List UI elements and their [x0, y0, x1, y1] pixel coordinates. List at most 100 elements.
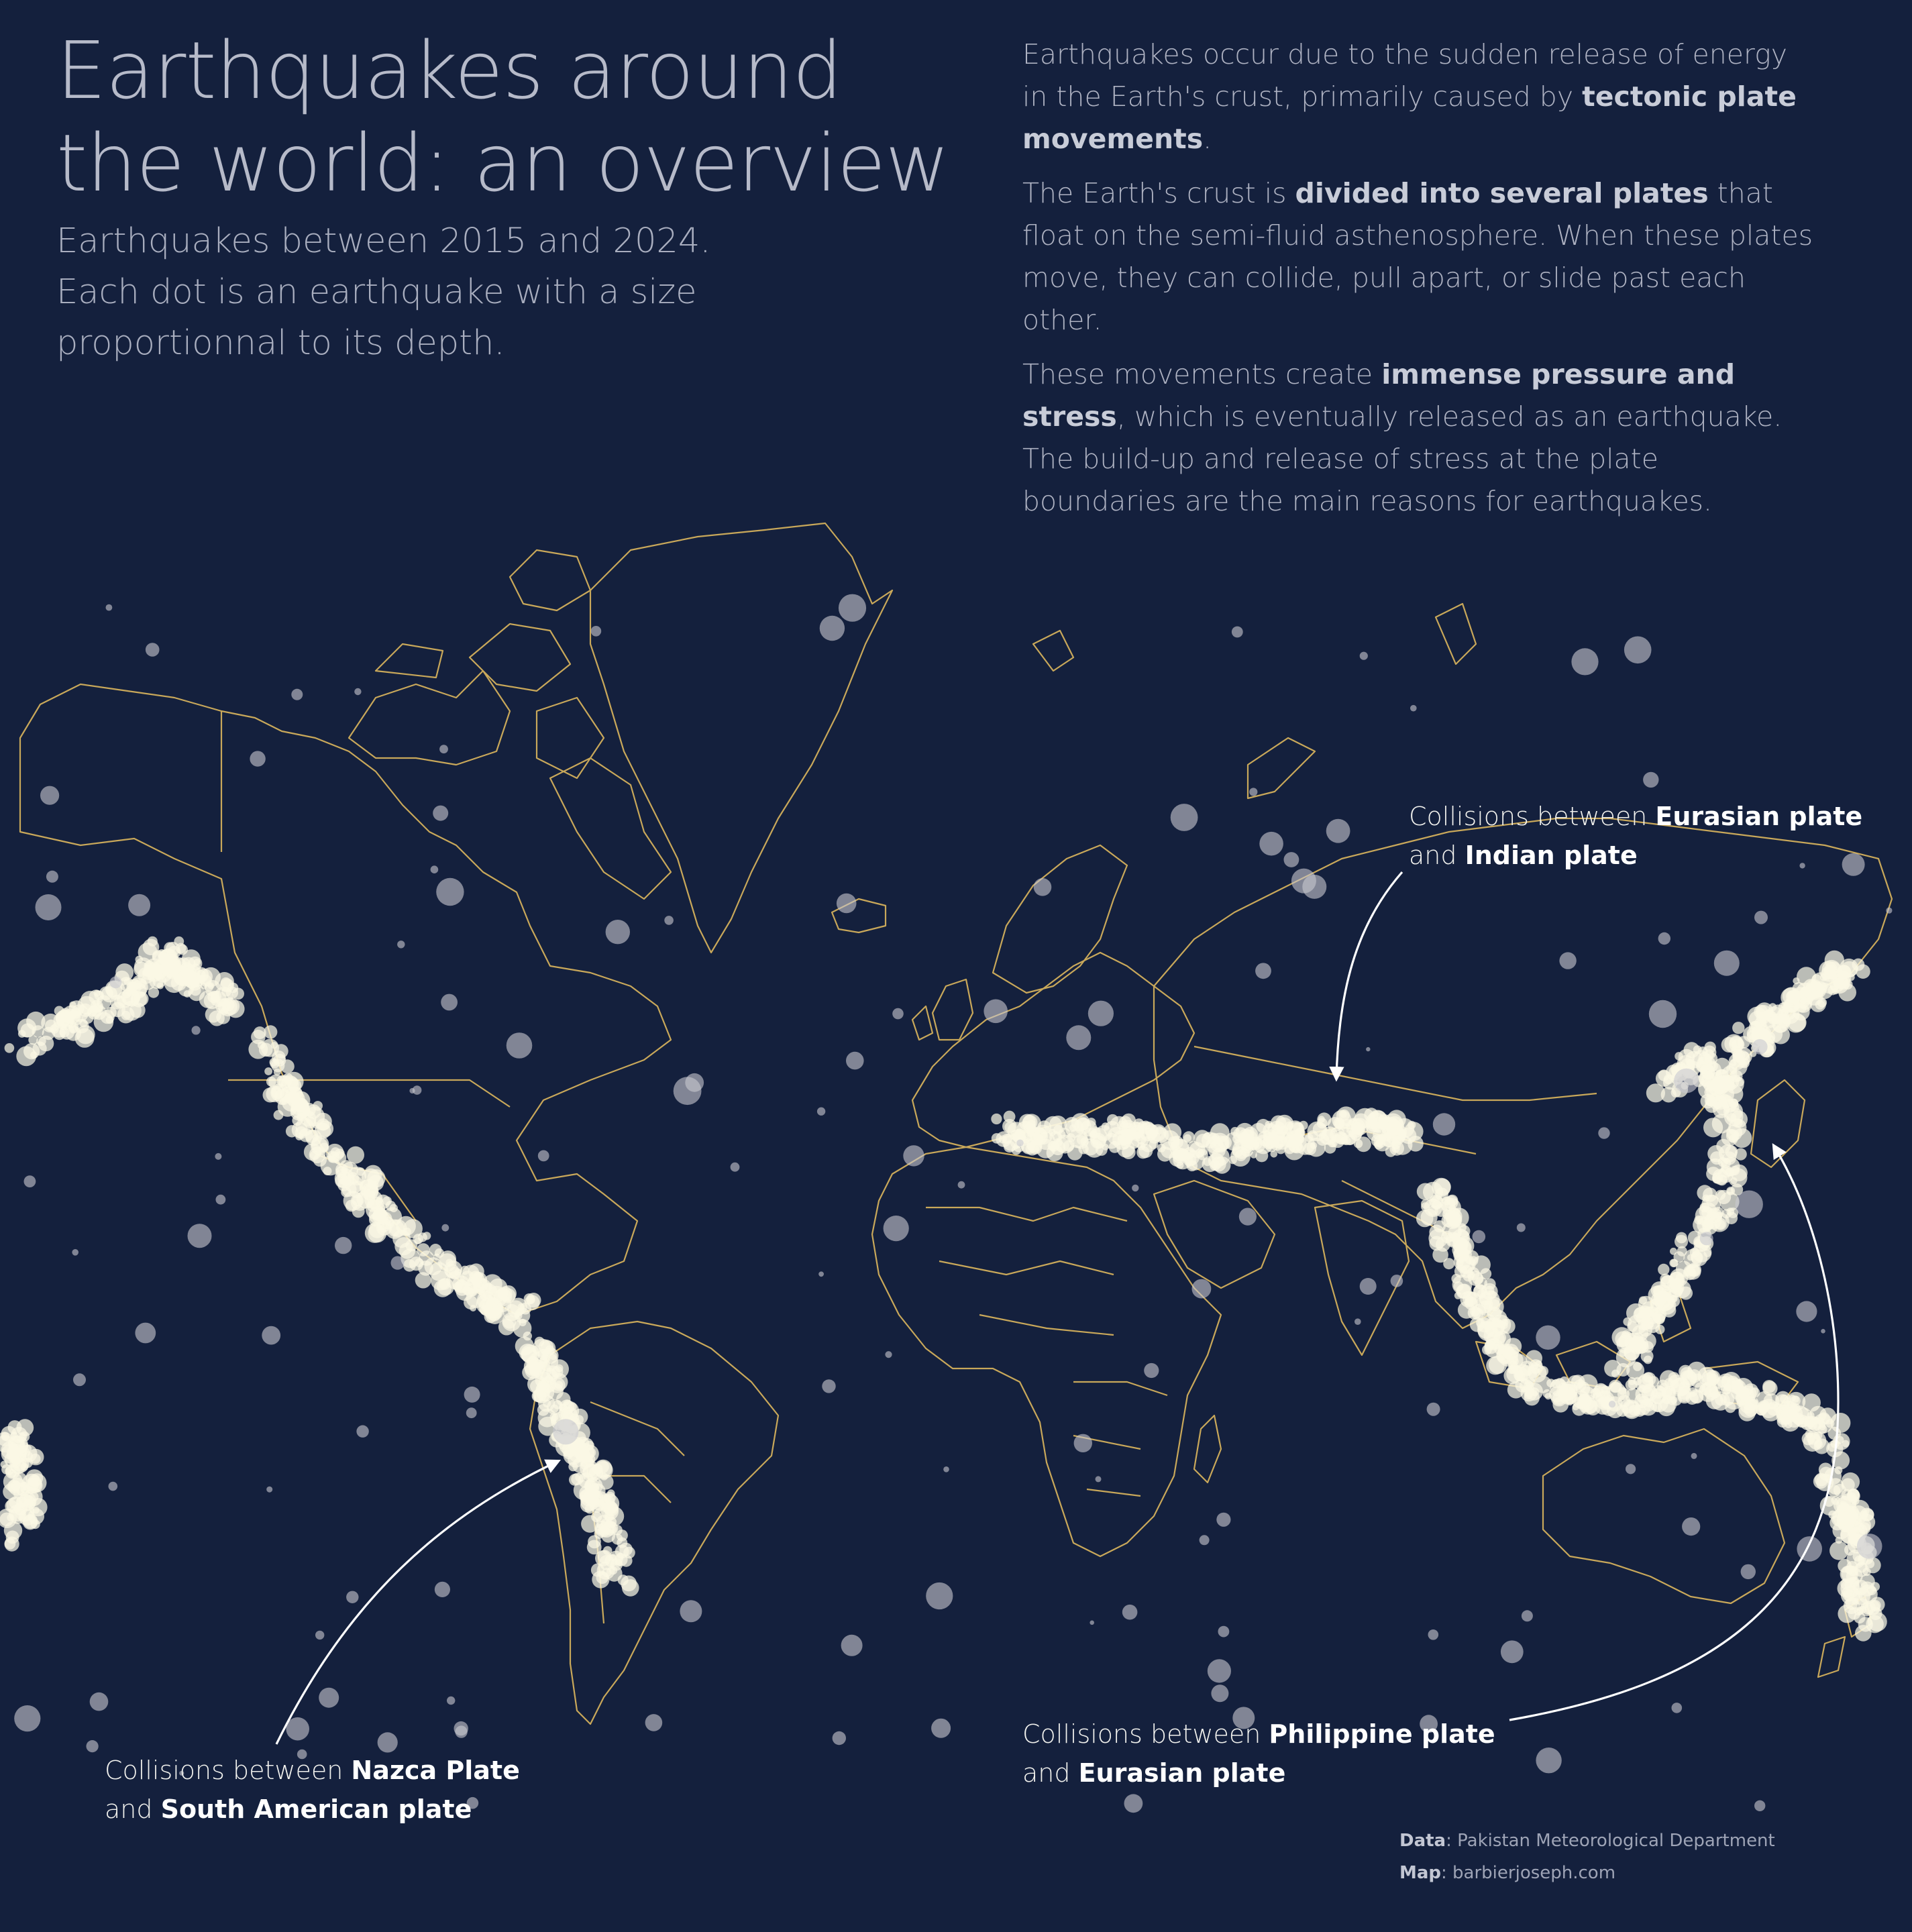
earthquake-dot: [607, 1513, 615, 1521]
earthquake-dot: [1443, 1258, 1455, 1270]
deep-earthquake-dot: [46, 870, 58, 883]
deep-earthquake-dot: [1232, 1707, 1255, 1729]
deep-earthquake-dot: [846, 1051, 864, 1070]
deep-earthquake-dot: [1420, 1715, 1438, 1733]
earthquake-dot: [306, 1104, 321, 1119]
earthquake-dot: [1218, 1136, 1232, 1150]
earthquake-dot: [295, 1126, 308, 1139]
deep-earthquake-dot: [319, 1687, 339, 1708]
earthquake-dot: [1044, 1116, 1063, 1134]
annotation-plate-2: South American plate: [160, 1794, 472, 1824]
arrow-nazca: [275, 1459, 562, 1745]
earthquake-dot: [1250, 1151, 1257, 1159]
earthquake-dot: [148, 987, 160, 998]
deep-earthquake-dot: [1144, 1362, 1159, 1379]
deep-earthquake-dot: [883, 1216, 909, 1242]
earthquake-dot: [1328, 1139, 1336, 1148]
earthquake-dot: [1626, 1303, 1646, 1323]
map-author-value: : barbierjoseph.com: [1441, 1863, 1616, 1883]
earthquake-dot: [1756, 1391, 1772, 1408]
deep-earthquake-dot: [315, 1630, 325, 1640]
deep-earthquake-dot: [1699, 1232, 1713, 1246]
earthquake-dot: [1609, 1379, 1622, 1393]
earthquake-dot: [1838, 983, 1856, 1002]
earthquake-dot: [555, 1364, 564, 1373]
earthquake-dot: [1687, 1369, 1701, 1383]
earthquake-dot: [1496, 1320, 1504, 1328]
deep-earthquake-dot: [590, 626, 602, 637]
earthquake-dot: [1856, 1607, 1864, 1615]
deep-earthquake-dot: [390, 1256, 405, 1270]
earthquake-dot: [1102, 1143, 1109, 1150]
earthquake-dot: [468, 1276, 479, 1287]
deep-earthquake-dot: [1326, 818, 1350, 843]
earthquake-dot: [9, 1496, 23, 1509]
subtitle-line-1: Earthquakes between 2015 and 2024.: [56, 221, 711, 261]
deep-earthquake-dot: [1740, 1564, 1756, 1580]
earthquake-dot: [1841, 1478, 1855, 1492]
earthquake-dot: [559, 1399, 575, 1415]
deep-earthquake-dot: [1821, 1329, 1825, 1334]
earthquake-dot: [209, 1010, 225, 1026]
map-author-label: Map: [1399, 1863, 1442, 1883]
earthquake-dot: [1542, 1389, 1552, 1399]
earthquake-dot: [261, 1038, 279, 1057]
earthquake-dot: [1375, 1138, 1386, 1148]
earthquake-dot: [1744, 1396, 1759, 1411]
earthquake-dot: [581, 1515, 599, 1533]
deep-earthquake-dot: [832, 1731, 847, 1746]
earthquake-dot: [312, 1134, 319, 1141]
annotation-plate-2: Indian plate: [1465, 841, 1638, 870]
deep-earthquake-dot: [108, 1481, 118, 1491]
japan: [1750, 1079, 1806, 1169]
earthquake-dot: [1625, 1379, 1636, 1391]
deep-earthquake-dot: [179, 1770, 184, 1776]
deep-earthquake-dot: [356, 1425, 369, 1438]
earthquake-dot: [1830, 1413, 1851, 1433]
earthquake-dot: [19, 1509, 36, 1526]
annotation-mid: and: [1022, 1758, 1079, 1788]
earthquake-dot: [417, 1243, 430, 1256]
earthquake-dot: [1469, 1317, 1485, 1332]
map-author-credit: Map: barbierjoseph.com: [1399, 1857, 1775, 1889]
earthquake-dot: [1480, 1268, 1492, 1280]
earthquake-dot: [1669, 1258, 1678, 1268]
earthquake-dot: [519, 1343, 537, 1362]
deep-earthquake-dot: [439, 745, 448, 754]
deep-earthquake-dot: [291, 688, 303, 700]
earthquake-dot: [4, 1538, 16, 1550]
earthquake-dot: [1416, 1183, 1434, 1200]
earthquake-dot: [1496, 1348, 1512, 1364]
deep-earthquake-dot: [1671, 1703, 1683, 1713]
earthquake-dot: [3, 1483, 20, 1501]
earthquake-dot: [1670, 1285, 1683, 1298]
deep-earthquake-dot: [1231, 626, 1243, 638]
earthquake-dot: [1424, 1198, 1442, 1218]
earthquake-dot: [1281, 1132, 1297, 1148]
earthquake-dot: [16, 1419, 34, 1437]
earthquake-dot: [38, 1035, 54, 1052]
earthquake-dot: [1016, 1128, 1024, 1136]
earthquake-dot: [1293, 1122, 1304, 1133]
intro-p1-end: .: [1203, 123, 1212, 155]
earthquake-dot: [1755, 1403, 1768, 1416]
deep-earthquake-dot: [187, 1224, 212, 1248]
deep-earthquake-dot: [1472, 1230, 1486, 1244]
earthquake-dot: [181, 967, 195, 981]
deep-earthquake-dot: [1648, 1000, 1677, 1028]
deep-earthquake-dot: [1691, 1452, 1697, 1459]
earthquake-dot: [423, 1232, 431, 1240]
arabian-peninsula: [1153, 1179, 1276, 1289]
earthquake-dot: [1451, 1273, 1461, 1284]
earthquake-dot: [1408, 1120, 1416, 1130]
data-source-value: : Pakistan Meteorological Department: [1446, 1831, 1775, 1851]
annotation-prefix: Collisions between: [1022, 1719, 1269, 1749]
earthquake-dot: [1011, 1145, 1022, 1155]
deep-earthquake-dot: [1259, 831, 1283, 856]
earthquake-dot: [1, 1444, 21, 1464]
earthquake-dot: [140, 975, 156, 990]
deep-earthquake-dot: [818, 1271, 824, 1277]
earthquake-dot: [92, 1005, 107, 1020]
earthquake-dot: [1728, 1168, 1748, 1187]
deep-earthquake-dot: [892, 1008, 904, 1020]
